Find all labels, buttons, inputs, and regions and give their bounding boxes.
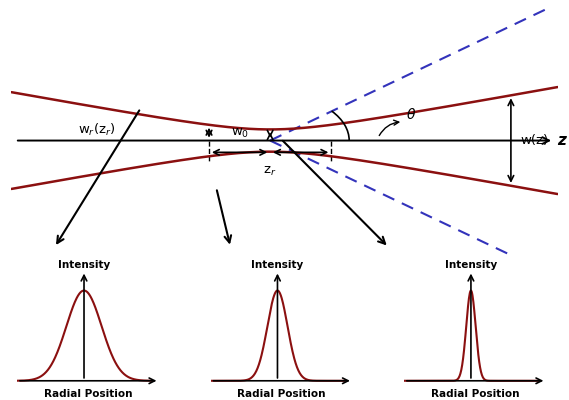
Text: Intensity: Intensity [58,260,110,270]
Text: w$_0$: w$_0$ [230,127,249,140]
Text: Radial Position: Radial Position [44,389,133,399]
Text: w(z): w(z) [520,134,549,147]
Text: z$_r$: z$_r$ [263,165,277,178]
Text: Radial Position: Radial Position [431,389,519,399]
Text: z: z [558,133,567,148]
Text: Intensity: Intensity [445,260,497,270]
Text: Radial Position: Radial Position [237,389,326,399]
Text: w$_r$(z$_r$): w$_r$(z$_r$) [78,122,116,138]
Text: θ: θ [407,108,415,122]
Text: Intensity: Intensity [251,260,304,270]
